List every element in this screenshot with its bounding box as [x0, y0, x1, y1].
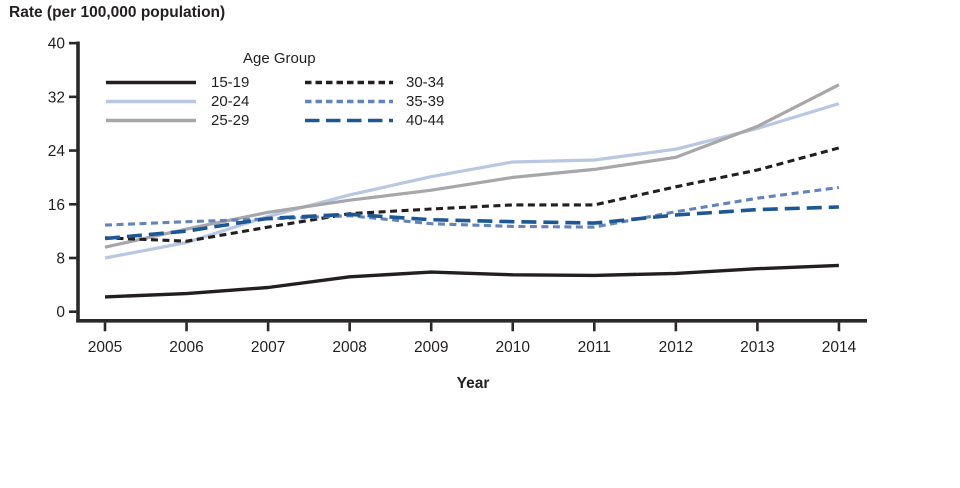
- legend-line-sample-30-34: [305, 80, 393, 85]
- legend-line-sample-40-44: [305, 118, 393, 123]
- svg-text:2009: 2009: [414, 339, 448, 356]
- svg-text:40: 40: [48, 36, 66, 53]
- legend-line-sample-15-19: [106, 80, 196, 85]
- svg-text:2005: 2005: [88, 339, 122, 356]
- svg-text:2007: 2007: [251, 339, 285, 356]
- legend-label-15-19: 15-19: [211, 74, 250, 91]
- legend-grid: 15-19 30-34 20-24 35-39 25-29 40-44: [105, 73, 485, 130]
- svg-text:2011: 2011: [578, 339, 611, 356]
- svg-text:24: 24: [48, 143, 66, 160]
- svg-text:2014: 2014: [822, 339, 857, 356]
- y-axis-title: Rate (per 100,000 population): [9, 4, 226, 21]
- data-series-lines: [104, 83, 840, 299]
- legend-label-35-39: 35-39: [406, 93, 445, 110]
- svg-text:32: 32: [48, 89, 65, 106]
- svg-text:2008: 2008: [332, 339, 366, 356]
- legend-label-25-29: 25-29: [211, 112, 250, 129]
- svg-text:2006: 2006: [169, 339, 203, 356]
- legend-label-40-44: 40-44: [406, 112, 445, 129]
- legend-label-30-34: 30-34: [406, 74, 445, 91]
- svg-text:0: 0: [56, 304, 65, 321]
- svg-text:2013: 2013: [740, 339, 774, 356]
- legend-line-sample-20-24: [106, 99, 196, 104]
- svg-text:16: 16: [48, 197, 65, 214]
- legend-line-sample-35-39: [305, 99, 393, 104]
- svg-text:8: 8: [56, 250, 65, 267]
- svg-text:2012: 2012: [659, 339, 693, 356]
- svg-text:2010: 2010: [496, 339, 531, 356]
- x-axis-title: Year: [457, 375, 490, 392]
- legend-label-20-24: 20-24: [211, 93, 250, 110]
- axis-tick-labels: 0 8 16 24 32 40 2005 2006 2007 2008 2009 2010 2011 20…: [48, 36, 857, 356]
- legend-title: Age Group: [243, 50, 316, 67]
- legend-line-sample-25-29: [106, 118, 196, 123]
- legend: Age Group 15-19 30-34 20-24 35-39 25-29 …: [105, 50, 485, 130]
- axes: [69, 41, 867, 332]
